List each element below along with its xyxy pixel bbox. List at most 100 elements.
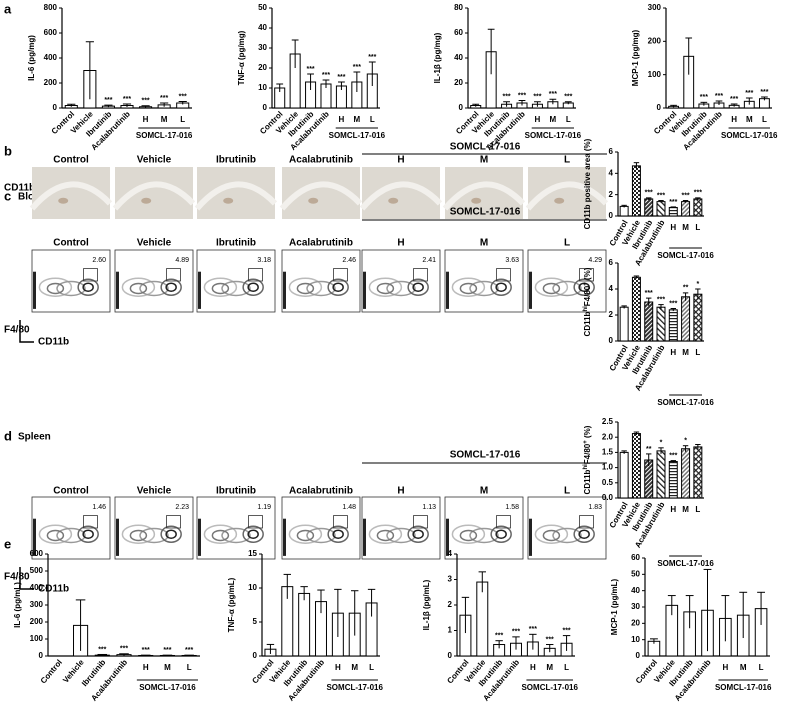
- x-tick-label: H: [335, 663, 341, 672]
- column-label: Ibrutinib: [216, 486, 256, 497]
- significance: **: [646, 446, 652, 453]
- y-tick-label: 0: [636, 651, 641, 660]
- significance: *: [696, 281, 699, 288]
- y-axis-label: TNF-α (pg/mg): [237, 30, 246, 85]
- flow-density: [306, 280, 336, 297]
- bar: [681, 448, 691, 499]
- flow-gate: [579, 515, 594, 529]
- bar: [668, 206, 678, 217]
- flow-y-axis: F4/80: [4, 572, 30, 583]
- significance: ***: [645, 190, 653, 197]
- bar: [668, 461, 678, 499]
- bar: [644, 198, 654, 217]
- flow-density: [578, 282, 590, 292]
- significance: ***: [669, 199, 677, 206]
- y-tick-label: 2.5: [602, 417, 614, 426]
- y-axis-label-part: hi: [583, 464, 589, 470]
- flow-density: [534, 277, 569, 297]
- x-tick-label: H: [670, 348, 676, 357]
- gate-value: 1.13: [422, 504, 436, 511]
- bar: [298, 592, 311, 657]
- flow-density: [469, 527, 499, 544]
- flow-density: [165, 282, 177, 292]
- x-tick-label: L: [695, 348, 700, 357]
- significance: ***: [353, 64, 361, 71]
- x-tick-label: H: [731, 115, 737, 124]
- y-tick-label: 2: [609, 310, 614, 319]
- flow-edge: [446, 271, 449, 309]
- significance: ***: [669, 452, 677, 459]
- y-tick-label: 400: [30, 583, 44, 592]
- flow-density: [412, 529, 424, 539]
- x-tick-label: M: [354, 115, 361, 124]
- y-axis-label: IL-6 (pg/mL): [13, 582, 22, 628]
- y-tick-label: 40: [631, 586, 640, 595]
- x-tick-label: L: [187, 663, 192, 672]
- flow-density: [46, 282, 65, 295]
- flow-x-axis: CD11b: [38, 337, 69, 348]
- significance: ***: [564, 94, 572, 101]
- significance: ***: [700, 94, 708, 101]
- y-tick-label: 600: [44, 28, 58, 37]
- group-label: SOMCL-17-016: [525, 131, 582, 140]
- y-tick-label: 15: [248, 549, 257, 558]
- flow-density: [386, 280, 416, 297]
- group-label: SOMCL-17-016: [450, 207, 521, 218]
- x-tick-label: Control: [39, 658, 64, 686]
- flow-density: [368, 277, 403, 297]
- significance: ***: [645, 290, 653, 297]
- stain: [308, 197, 319, 204]
- flow-density: [38, 524, 73, 544]
- bar: [476, 581, 489, 657]
- flow-density: [407, 525, 429, 543]
- flow-gate: [579, 268, 594, 282]
- flow-density: [552, 527, 582, 544]
- flow-density: [211, 529, 230, 542]
- y-axis-label-part: CD11b: [583, 469, 592, 494]
- y-tick-label: 0: [609, 211, 614, 220]
- y-tick-label: 100: [648, 70, 662, 79]
- axis-arrow: [19, 320, 34, 343]
- flow-density: [573, 278, 595, 296]
- flow-edge: [33, 271, 36, 309]
- tissue-edge: [194, 181, 278, 211]
- y-tick-label: 6: [609, 258, 614, 267]
- flow-density: [203, 277, 238, 297]
- flow-edge: [529, 518, 532, 556]
- flow-density: [56, 527, 86, 544]
- x-tick-label: H: [722, 663, 728, 672]
- group-label: SOMCL-17-016: [450, 450, 521, 461]
- stain: [141, 197, 152, 204]
- significance: ***: [681, 192, 689, 199]
- flow-density: [82, 529, 94, 539]
- group-label: SOMCL-17-016: [326, 683, 383, 692]
- y-tick-label: 200: [44, 78, 58, 87]
- bar: [656, 450, 666, 499]
- flow-edge: [446, 518, 449, 556]
- flow-gate: [333, 515, 348, 529]
- y-tick-label: 0: [459, 103, 464, 112]
- y-axis-label-part: CD11b positive area (%): [583, 138, 592, 229]
- column-label: Vehicle: [137, 238, 172, 249]
- stain: [58, 197, 69, 204]
- x-tick-label: M: [164, 663, 171, 672]
- x-tick-label: M: [682, 505, 689, 514]
- gate-value: 1.83: [588, 504, 602, 511]
- x-tick-label: H: [339, 115, 345, 124]
- y-axis-label-part: +: [583, 282, 589, 286]
- gate-value: 3.63: [505, 257, 519, 264]
- column-label: H: [397, 238, 404, 249]
- y-axis-label: MCP-1 (pg/mg): [631, 29, 640, 86]
- y-tick-label: 20: [454, 78, 463, 87]
- y-axis-label: TNF-α (pg/mL): [227, 577, 236, 632]
- y-tick-label: 300: [30, 600, 44, 609]
- significance: ***: [562, 627, 570, 634]
- stain: [471, 197, 482, 204]
- flow-edge: [198, 271, 201, 309]
- y-tick-label: 3: [448, 575, 453, 584]
- y-tick-label: 0: [39, 651, 44, 660]
- panel-letter: a: [4, 1, 12, 16]
- x-tick-label: L: [762, 115, 767, 124]
- significance: ***: [104, 97, 112, 104]
- flow-density: [129, 282, 148, 295]
